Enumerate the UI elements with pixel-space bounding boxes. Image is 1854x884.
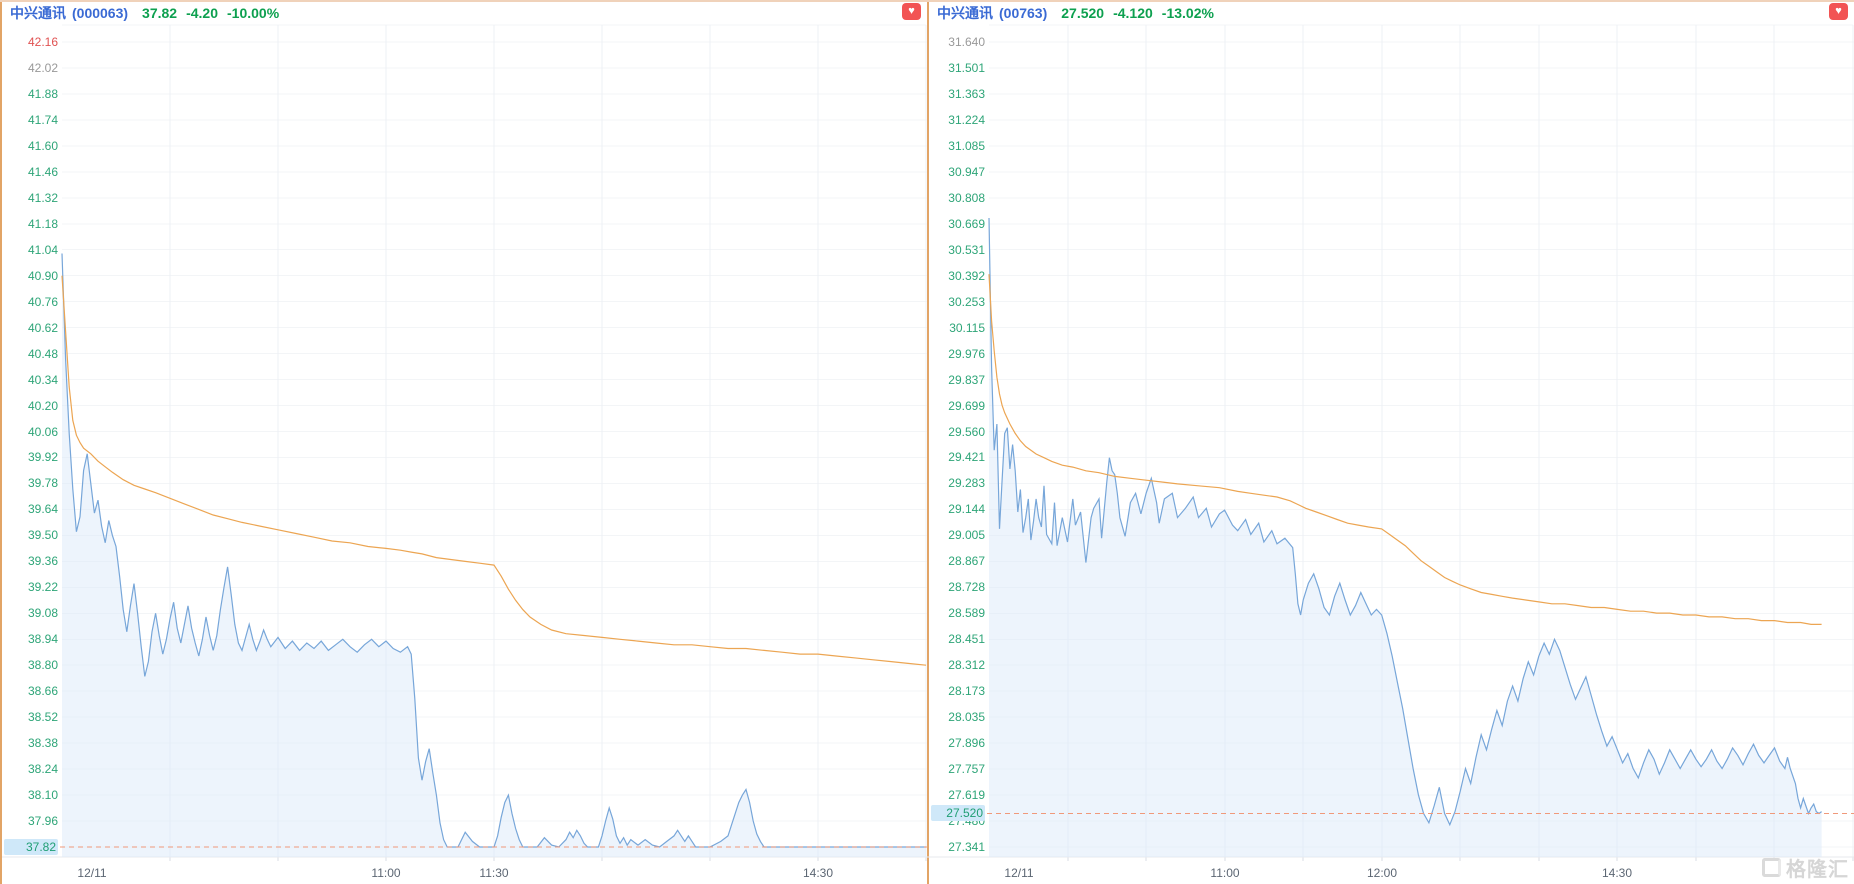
watermark-text: 格隆汇 xyxy=(1786,859,1849,881)
last-price: 27.520 xyxy=(1061,4,1105,21)
price-axis-label: 31.363 xyxy=(948,86,985,101)
price-axis-label: 30.669 xyxy=(948,216,985,231)
stock-header: 中兴通讯 (000063) 37.82 -4.20 -10.00% xyxy=(10,2,279,23)
stock-code: (000063) xyxy=(72,4,129,21)
price-axis-label: 27.896 xyxy=(948,736,985,751)
price-axis-label: 27.757 xyxy=(948,762,985,777)
current-price-label: 27.520 xyxy=(931,805,985,822)
price-axis-label: 39.08 xyxy=(27,606,58,621)
price-axis-label: 30.115 xyxy=(949,320,985,335)
price-axis-label: 40.20 xyxy=(27,398,58,413)
price-axis-label: 38.80 xyxy=(27,658,58,673)
price-axis-label: 31.224 xyxy=(948,112,985,127)
price-axis-label: 38.94 xyxy=(27,632,58,647)
gelonghui-watermark: 格隆汇 xyxy=(1762,853,1849,882)
price-axis-label: 37.96 xyxy=(27,814,58,829)
price-axis-label: 39.78 xyxy=(27,476,58,491)
price-axis-label: 41.60 xyxy=(27,138,58,153)
time-axis-label: 11:00 xyxy=(1210,866,1240,880)
price-axis-label: 28.312 xyxy=(948,658,985,673)
price-axis-label: 27.341 xyxy=(948,840,985,854)
price-change: -4.20 xyxy=(186,4,219,21)
price-axis-label: 29.976 xyxy=(948,346,985,361)
price-axis-label: 40.62 xyxy=(27,320,58,335)
time-axis-label: 14:30 xyxy=(1601,866,1633,880)
stock-chart-panel-right: 中兴通讯 (00763) 27.520 -4.120 -13.02% ♥ 31.… xyxy=(927,0,1854,884)
price-axis-label: 41.18 xyxy=(27,216,58,231)
price-axis-label: 40.06 xyxy=(27,424,58,439)
price-axis-label: 29.283 xyxy=(948,476,985,491)
stock-name: 中兴通讯 xyxy=(937,4,993,21)
price-axis-label: 29.560 xyxy=(948,424,985,439)
price-axis-label: 29.144 xyxy=(948,502,985,517)
price-axis-label: 39.22 xyxy=(27,580,58,595)
price-axis-label: 31.085 xyxy=(948,138,985,153)
price-axis-label: 39.36 xyxy=(27,554,58,569)
price-axis-label: 40.76 xyxy=(27,294,58,309)
stock-code: (00763) xyxy=(999,4,1048,21)
stock-header: 中兴通讯 (00763) 27.520 -4.120 -13.02% xyxy=(937,2,1214,23)
price-axis-label: 41.46 xyxy=(27,164,58,179)
gelonghui-logo-icon xyxy=(1762,858,1781,877)
price-axis-label: 38.10 xyxy=(27,788,58,803)
favorite-button[interactable]: ♥ xyxy=(902,3,921,20)
last-price: 37.82 xyxy=(142,4,178,21)
stock-name: 中兴通讯 xyxy=(10,4,66,21)
price-axis-label: 39.64 xyxy=(27,502,58,517)
time-axis-label: 12:00 xyxy=(1366,866,1398,880)
price-axis-label: 28.173 xyxy=(948,684,985,699)
price-change-percent: -13.02% xyxy=(1161,4,1214,21)
price-axis-label: 28.589 xyxy=(948,606,985,621)
price-axis-label: 30.947 xyxy=(948,164,985,179)
price-axis-label: 40.48 xyxy=(27,346,58,361)
price-axis-label: 38.24 xyxy=(27,762,58,777)
price-axis-label: 42.16 xyxy=(27,35,58,49)
time-axis-label: 12/11 xyxy=(1004,866,1034,880)
price-change: -4.120 xyxy=(1113,4,1153,21)
intraday-chart-canvas[interactable] xyxy=(2,0,929,884)
price-axis-label: 28.035 xyxy=(948,710,985,725)
stock-chart-panel-left: 中兴通讯 (000063) 37.82 -4.20 -10.00% ♥ 42.1… xyxy=(0,0,929,884)
price-axis-label: 41.88 xyxy=(27,86,58,101)
current-price-label: 37.82 xyxy=(4,839,58,855)
time-axis-label: 14:30 xyxy=(802,866,834,880)
price-axis-label: 30.253 xyxy=(948,294,985,309)
window-top-edge xyxy=(0,0,1854,2)
price-axis-label: 41.74 xyxy=(27,112,58,127)
price-axis-label: 28.867 xyxy=(948,554,985,569)
price-axis-label: 41.32 xyxy=(27,190,58,205)
price-axis-label: 29.421 xyxy=(948,450,985,465)
price-axis-label: 42.02 xyxy=(27,60,58,75)
price-change-percent: -10.00% xyxy=(227,4,280,21)
price-axis-label: 30.392 xyxy=(948,268,985,283)
price-axis-label: 28.451 xyxy=(948,632,985,647)
price-axis-label: 39.92 xyxy=(27,450,58,465)
price-axis-label: 38.52 xyxy=(27,710,58,725)
time-axis-label: 11:00 xyxy=(371,866,401,880)
price-axis-label: 38.38 xyxy=(27,736,58,751)
price-axis-label: 38.66 xyxy=(27,684,58,699)
heart-icon: ♥ xyxy=(908,5,915,17)
time-axis-label: 11:30 xyxy=(479,866,509,880)
time-axis-label: 12/11 xyxy=(77,866,107,880)
price-axis-label: 29.005 xyxy=(948,528,985,543)
price-axis-label: 39.50 xyxy=(27,528,58,543)
price-axis-label: 27.619 xyxy=(948,788,985,803)
price-axis-label: 31.640 xyxy=(948,35,985,49)
price-axis-label: 28.728 xyxy=(948,580,985,595)
price-axis-label: 31.501 xyxy=(948,60,985,75)
price-axis-label: 30.808 xyxy=(948,190,985,205)
price-axis-label: 40.90 xyxy=(27,268,58,283)
price-axis-label: 30.531 xyxy=(948,242,985,257)
intraday-chart-canvas[interactable] xyxy=(929,0,1854,884)
heart-icon: ♥ xyxy=(1835,5,1842,17)
price-axis-label: 40.34 xyxy=(27,372,58,387)
favorite-button[interactable]: ♥ xyxy=(1829,3,1848,20)
price-axis-label: 29.699 xyxy=(948,398,985,413)
price-axis-label: 29.837 xyxy=(948,372,985,387)
price-axis-label: 41.04 xyxy=(27,242,58,257)
